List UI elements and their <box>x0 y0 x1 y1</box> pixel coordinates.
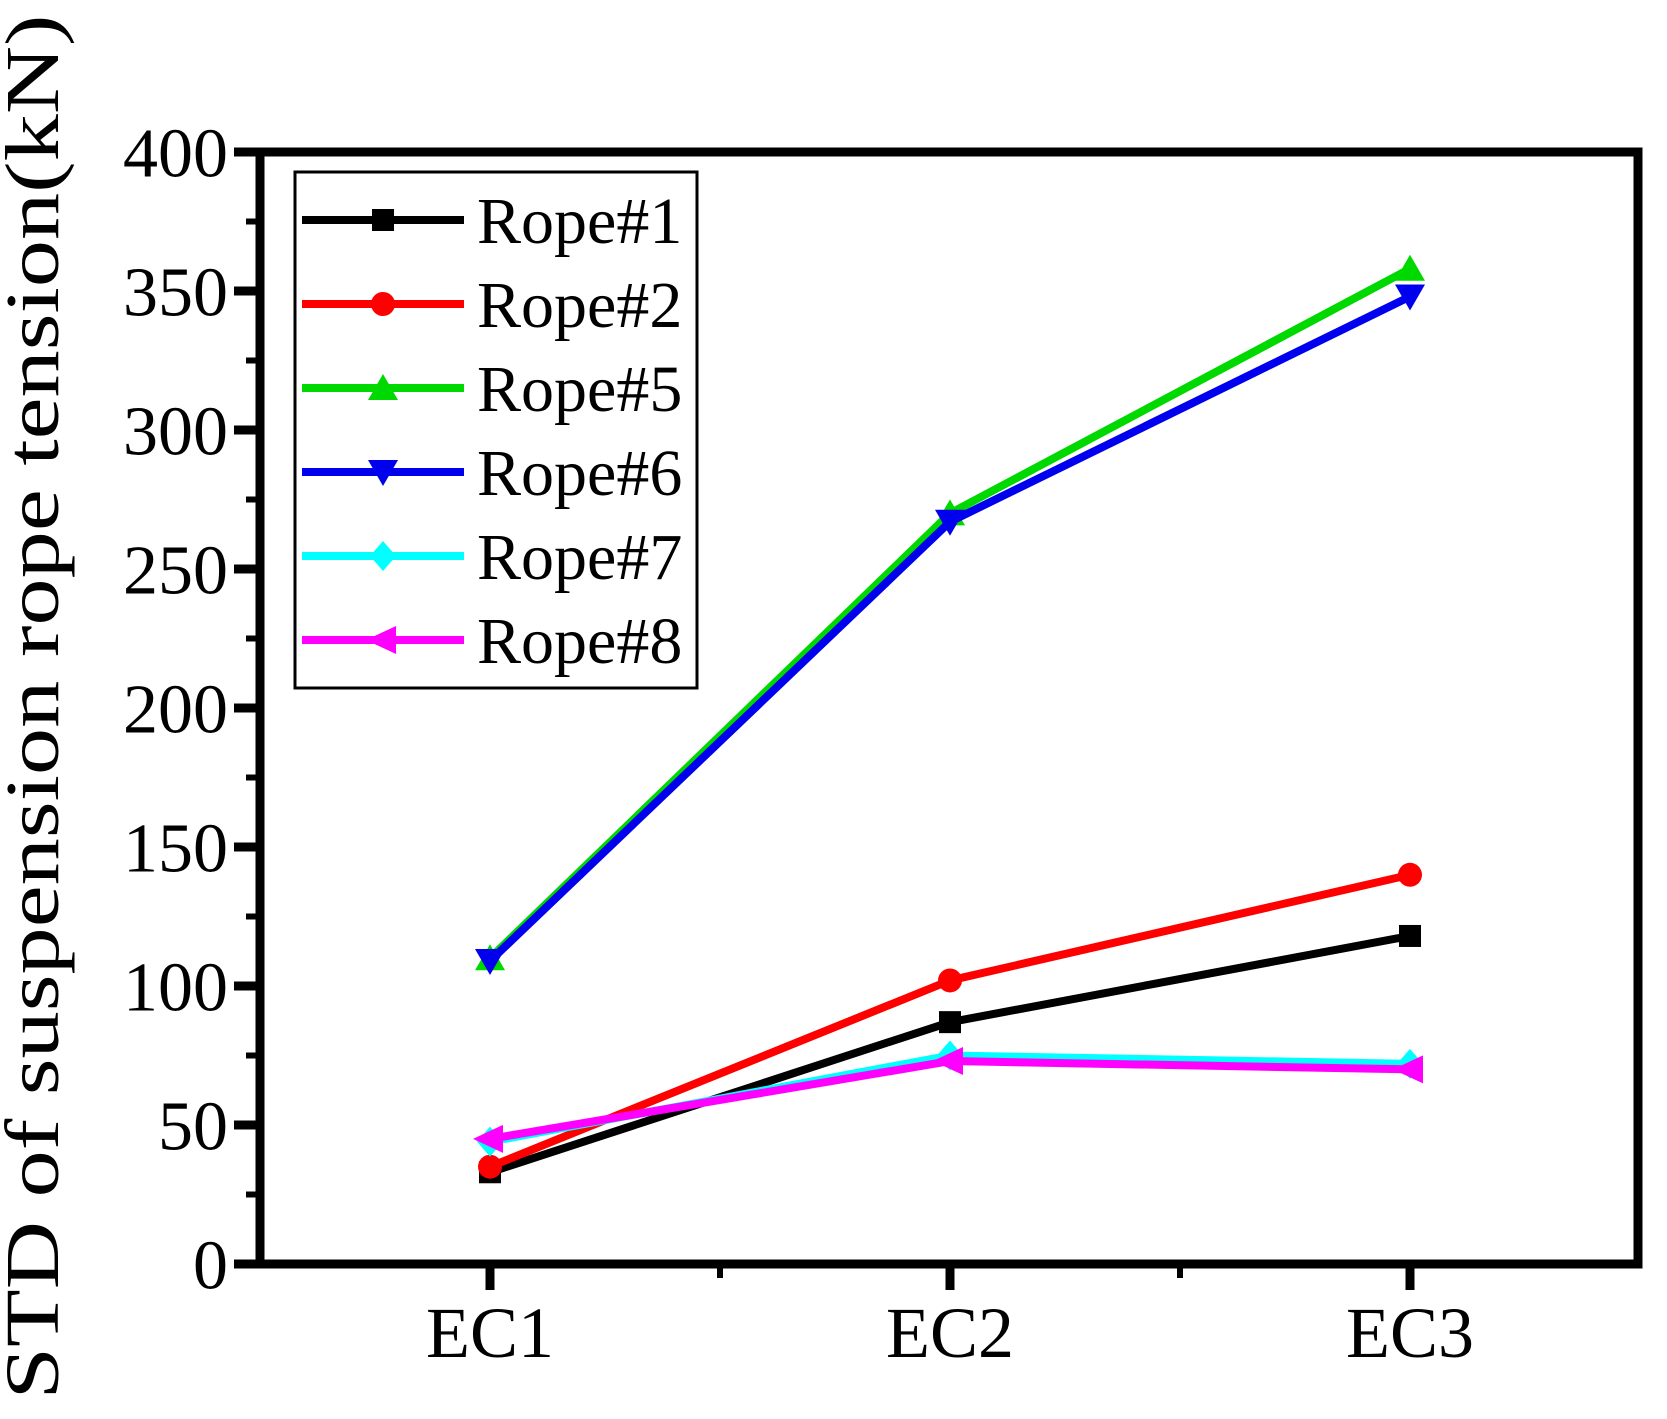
data-point-rope6-ec1 <box>475 948 505 975</box>
legend-item-rope6: Rope#6 <box>302 437 682 510</box>
legend-box <box>293 170 699 690</box>
legend-item-rope5: Rope#5 <box>302 353 682 426</box>
legend-item-rope1: Rope#1 <box>302 185 682 258</box>
data-point-rope2-ec1 <box>478 1154 502 1179</box>
legend-marker-rope1 <box>372 209 394 231</box>
y-axis-tick-label: 400 <box>123 116 228 193</box>
legend-marker-rope5 <box>368 374 398 400</box>
data-point-rope6-ec3 <box>1395 284 1425 311</box>
legend-label-rope5: Rope#5 <box>477 353 682 426</box>
y-axis-tick-label: 0 <box>193 1228 228 1305</box>
legend-item-rope7: Rope#7 <box>302 521 682 594</box>
y-axis-tick-label: 350 <box>123 255 228 332</box>
data-point-rope2-ec2 <box>938 968 962 993</box>
legend: Rope#1 Rope#2 Rope#5 Rope#6 Rope#7 Rope#8 <box>293 170 699 690</box>
legend-label-rope1: Rope#1 <box>477 185 682 258</box>
data-point-rope6-ec2 <box>935 509 965 536</box>
series-rope8 <box>473 1047 1423 1153</box>
x-axis-tick-label: EC1 <box>426 1293 554 1373</box>
legend-item-rope8: Rope#8 <box>302 605 682 678</box>
x-axis-tick-label: EC2 <box>886 1293 1014 1373</box>
data-point-rope8-ec2 <box>933 1047 963 1076</box>
legend-label-rope6: Rope#6 <box>477 437 682 510</box>
y-axis-tick-label: 250 <box>123 533 228 610</box>
legend-marker-rope6 <box>368 460 398 486</box>
legend-marker-rope8 <box>366 626 396 654</box>
y-axis-tick-label: 150 <box>123 811 228 888</box>
legend-label-rope8: Rope#8 <box>477 605 682 678</box>
data-point-rope2-ec3 <box>1398 862 1422 887</box>
data-point-rope8-ec1 <box>473 1124 503 1153</box>
legend-item-rope2: Rope#2 <box>302 269 682 342</box>
data-point-rope1-ec2 <box>939 1011 961 1034</box>
legend-label-rope2: Rope#2 <box>477 269 682 342</box>
data-point-rope1-ec3 <box>1399 924 1421 947</box>
legend-marker-rope7 <box>370 541 396 571</box>
legend-marker-rope2 <box>371 292 395 316</box>
y-axis-tick-label: 200 <box>123 672 228 749</box>
data-point-rope5-ec3 <box>1395 254 1425 281</box>
y-axis-tick-label: 50 <box>158 1089 228 1166</box>
y-axis-tick-label: 100 <box>123 950 228 1027</box>
legend-label-rope7: Rope#7 <box>477 521 682 594</box>
y-axis-tick-label: 300 <box>123 394 228 471</box>
y-axis-title: STD of suspension rope tension(kN) <box>0 15 75 1400</box>
x-axis-tick-label: EC3 <box>1346 1293 1474 1373</box>
series-rope6 <box>475 284 1425 975</box>
series-rope2 <box>478 862 1422 1179</box>
data-point-rope8-ec3 <box>1393 1055 1423 1084</box>
